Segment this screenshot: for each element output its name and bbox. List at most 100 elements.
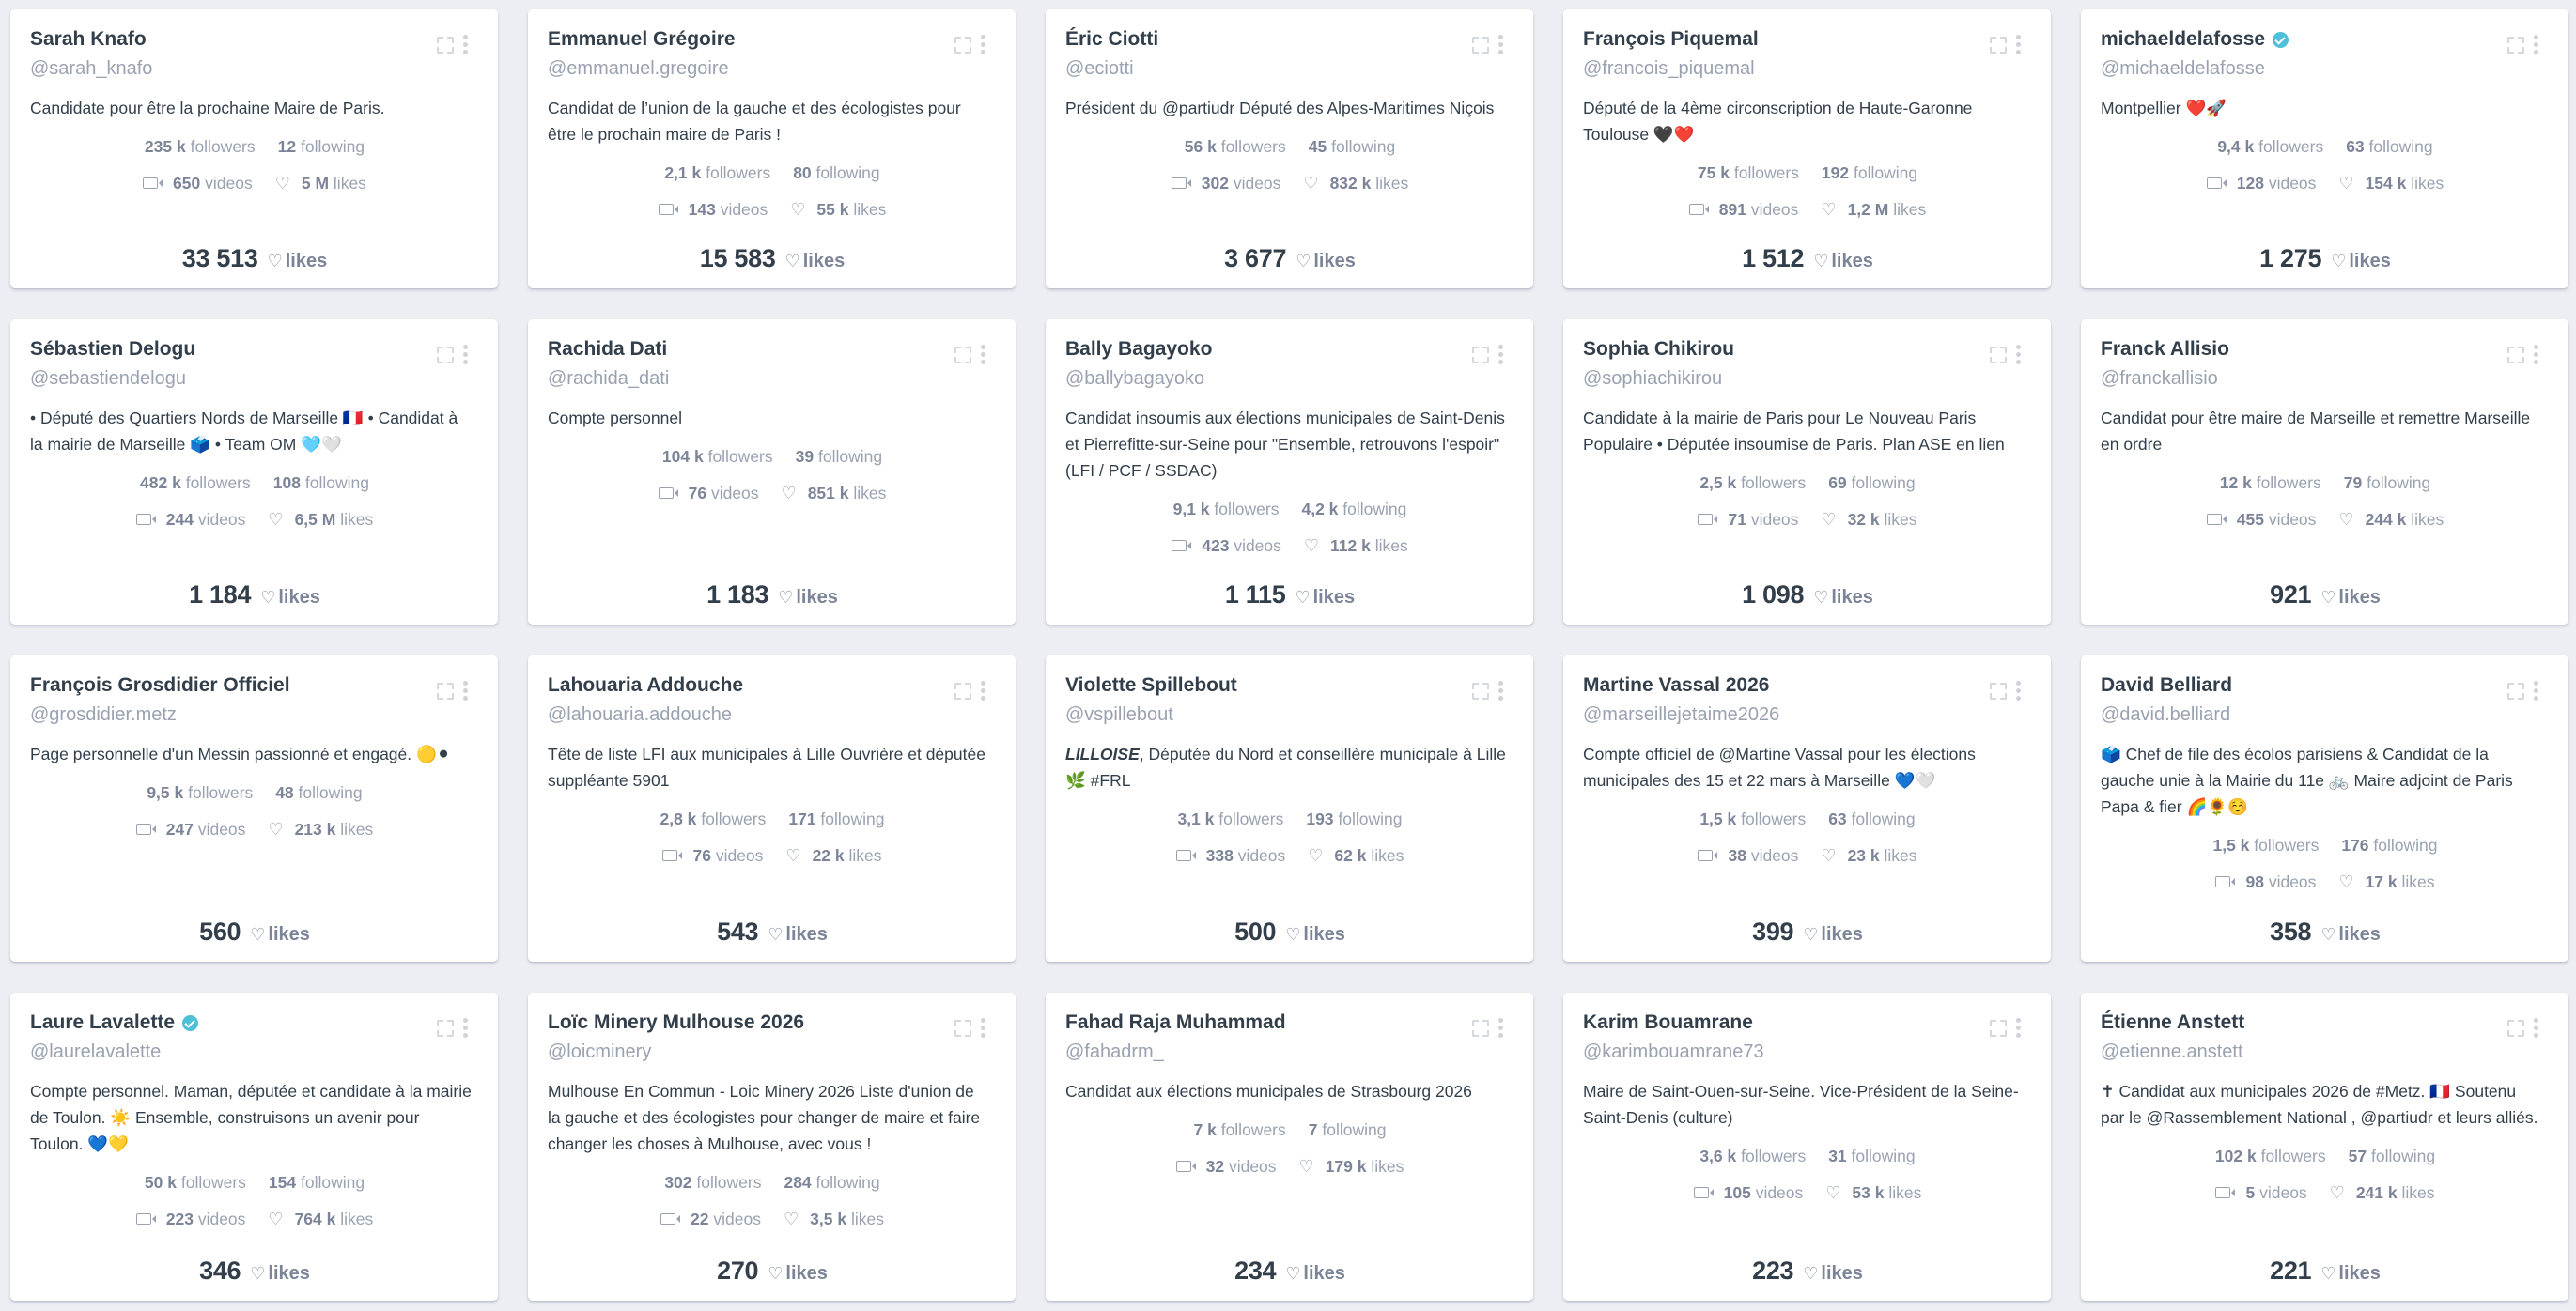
more-options-icon[interactable] (463, 345, 468, 364)
creator-card[interactable]: Lahouaria Addouche @lahouaria.addouche T… (528, 656, 1016, 962)
total-likes-label: ♡ likes (1285, 924, 1345, 946)
expand-icon[interactable] (437, 682, 454, 700)
creator-card[interactable]: Martine Vassal 2026 @marseillejetaime202… (1563, 656, 2051, 962)
following-stat: 171 following (788, 807, 884, 831)
expand-icon[interactable] (1472, 346, 1489, 363)
card-actions (2507, 345, 2538, 364)
followers-stat: 7 k followers (1194, 1118, 1286, 1142)
creator-card[interactable]: Laure Lavalette @laurelavalette Compte p… (10, 993, 498, 1301)
expand-icon[interactable] (954, 36, 971, 54)
likes-count: 53 k (1852, 1183, 1885, 1202)
more-options-icon[interactable] (981, 681, 985, 701)
bio-text: , Députée du Nord et conseillère municip… (1065, 745, 1506, 790)
heart-icon: ♡ (768, 925, 784, 944)
creator-card[interactable]: David Belliard @david.belliard 🗳️ Chef d… (2081, 656, 2568, 962)
creator-card[interactable]: Sarah Knafo @sarah_knafo Candidate pour … (10, 9, 498, 288)
creator-card[interactable]: Emmanuel Grégoire @emmanuel.gregoire Can… (528, 9, 1016, 288)
creator-card[interactable]: François Piquemal @francois_piquemal Dép… (1563, 9, 2051, 288)
expand-icon[interactable] (1472, 1019, 1489, 1037)
creator-name-text: Violette Spillebout (1065, 674, 1237, 696)
total-likes-label: ♡ likes (1296, 251, 1356, 272)
more-options-icon[interactable] (2016, 345, 2021, 364)
expand-icon[interactable] (954, 346, 971, 363)
likes-label: likes (802, 251, 846, 271)
heart-icon: ♡ (1813, 252, 1829, 270)
expand-icon[interactable] (2507, 1019, 2524, 1037)
videos-count: 71 (1728, 510, 1746, 529)
likes-count: 244 k (2365, 510, 2407, 529)
more-options-icon[interactable] (981, 345, 985, 364)
videos-stat: 22 videos (660, 1207, 761, 1231)
more-options-icon[interactable] (2534, 1018, 2538, 1038)
expand-icon[interactable] (1990, 36, 2007, 54)
more-options-icon[interactable] (2016, 35, 2021, 54)
more-options-icon[interactable] (2534, 35, 2538, 54)
following-count: 63 (1828, 810, 1847, 828)
likes-label: likes (1821, 1263, 1863, 1284)
expand-icon[interactable] (437, 36, 454, 54)
follow-stats: 2,8 k followers 171 following (660, 807, 884, 831)
videos-stat: 38 videos (1698, 843, 1798, 868)
followers-label: followers (2254, 836, 2320, 855)
heart-icon: ♡ (268, 820, 284, 839)
content-stats: 38 videos ♡ 23 k likes (1698, 843, 1917, 868)
more-options-icon[interactable] (463, 681, 468, 701)
creator-card[interactable]: François Grosdidier Officiel @grosdidier… (10, 656, 498, 962)
videos-label: videos (1750, 200, 1799, 219)
expand-icon[interactable] (437, 1019, 454, 1037)
more-options-icon[interactable] (2534, 345, 2538, 364)
total-likes-count: 1 512 (1742, 244, 1805, 272)
followers-count: 75 k (1697, 163, 1730, 182)
more-options-icon[interactable] (463, 1018, 468, 1038)
expand-icon[interactable] (1990, 682, 2007, 700)
video-camera-icon (135, 1213, 156, 1225)
expand-icon[interactable] (1990, 1019, 2007, 1037)
card-actions (954, 35, 985, 54)
more-options-icon[interactable] (1498, 35, 1503, 54)
creator-card[interactable]: Sébastien Delogu @sebastiendelogu • Dépu… (10, 319, 498, 625)
creator-card[interactable]: Franck Allisio @franckallisio Candidat p… (2081, 319, 2568, 625)
more-options-icon[interactable] (2016, 681, 2021, 701)
creator-card[interactable]: Fahad Raja Muhammad @fahadrm_ Candidat a… (1046, 993, 1533, 1301)
following-count: 69 (1828, 473, 1847, 492)
creator-card[interactable]: Bally Bagayoko @ballybagayoko Candidat i… (1046, 319, 1533, 625)
more-options-icon[interactable] (463, 35, 468, 54)
likes-label: likes (785, 1263, 828, 1284)
more-options-icon[interactable] (981, 35, 985, 54)
more-options-icon[interactable] (2534, 681, 2538, 701)
expand-icon[interactable] (954, 1019, 971, 1037)
expand-icon[interactable] (1472, 36, 1489, 54)
card-actions (1990, 345, 2021, 364)
creator-card[interactable]: michaeldelafosse @michaeldelafosse Montp… (2081, 9, 2568, 288)
likes-count: 22 k (812, 846, 845, 865)
videos-label: videos (715, 846, 764, 865)
following-stat: 45 following (1309, 134, 1395, 159)
creator-stats: 102 k followers 57 following 5 videos ♡ 2… (2101, 1144, 2550, 1205)
creator-card[interactable]: Étienne Anstett @etienne.anstett ✝ Candi… (2081, 993, 2568, 1301)
more-options-icon[interactable] (1498, 345, 1503, 364)
follow-stats: 482 k followers 108 following (140, 470, 369, 495)
expand-icon[interactable] (954, 682, 971, 700)
expand-icon[interactable] (1472, 682, 1489, 700)
creator-card[interactable]: Éric Ciotti @eciotti Président du @parti… (1046, 9, 1533, 288)
likes-stat: ♡ 241 k likes (2330, 1180, 2435, 1205)
expand-icon[interactable] (437, 346, 454, 363)
expand-icon[interactable] (2507, 36, 2524, 54)
creator-card[interactable]: Karim Bouamrane @karimbouamrane73 Maire … (1563, 993, 2051, 1301)
expand-icon[interactable] (2507, 346, 2524, 363)
creator-card[interactable]: Rachida Dati @rachida_dati Compte person… (528, 319, 1016, 625)
more-options-icon[interactable] (1498, 1018, 1503, 1038)
expand-icon[interactable] (1990, 346, 2007, 363)
creator-card[interactable]: Violette Spillebout @vspillebout LILLOIS… (1046, 656, 1533, 962)
creator-card[interactable]: Loïc Minery Mulhouse 2026 @loicminery Mu… (528, 993, 1016, 1301)
more-options-icon[interactable] (981, 1018, 985, 1038)
following-stat: 31 following (1828, 1144, 1915, 1168)
card-actions (1472, 345, 1503, 364)
more-options-icon[interactable] (2016, 1018, 2021, 1038)
expand-icon[interactable] (2507, 682, 2524, 700)
creator-stats: 3,6 k followers 31 following 105 videos … (1583, 1144, 2032, 1205)
more-options-icon[interactable] (1498, 681, 1503, 701)
creator-card[interactable]: Sophia Chikirou @sophiachikirou Candidat… (1563, 319, 2051, 625)
card-actions (1990, 1018, 2021, 1038)
bio-text: Compte personnel. Maman, députée et cand… (30, 1082, 472, 1153)
